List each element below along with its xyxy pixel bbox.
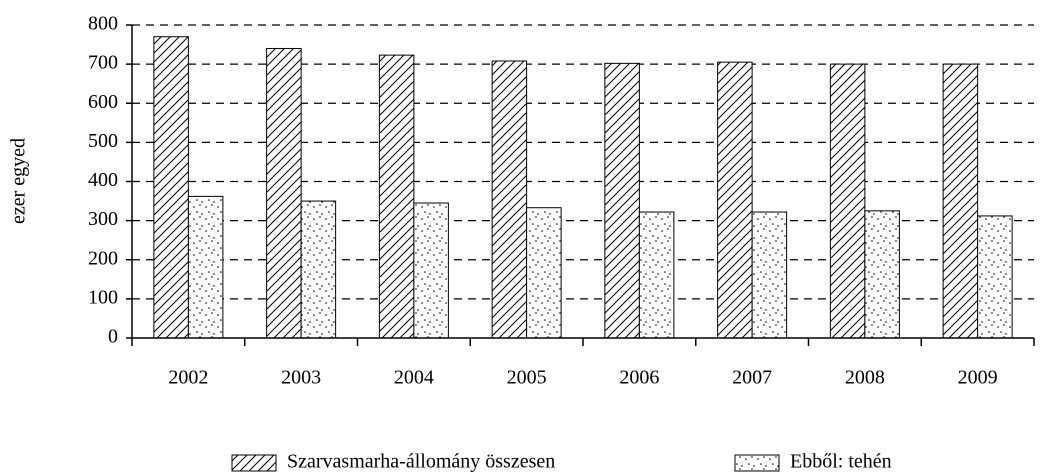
x-tick-label: 2008 xyxy=(845,367,885,389)
y-tick-label: 400 xyxy=(88,169,118,191)
legend-swatch xyxy=(231,454,277,472)
legend-label: Ebből: tehén xyxy=(790,451,892,473)
y-tick-label: 500 xyxy=(88,130,118,152)
bar xyxy=(526,207,562,339)
bar xyxy=(300,200,337,339)
legend-label: Szarvasmarha-állomány összesen xyxy=(287,451,555,473)
bar xyxy=(751,211,788,339)
x-tick-label: 2003 xyxy=(281,367,321,389)
y-tick-label: 0 xyxy=(108,326,118,348)
bar xyxy=(413,202,449,339)
y-tick-label: 300 xyxy=(88,208,118,230)
y-tick-label: 200 xyxy=(88,247,118,269)
x-tick-label: 2007 xyxy=(732,367,772,389)
x-tick-label: 2002 xyxy=(168,367,208,389)
bar xyxy=(864,210,900,339)
y-tick-label: 600 xyxy=(88,91,118,113)
y-tick-label: 700 xyxy=(88,52,118,74)
x-tick-label: 2006 xyxy=(619,367,659,389)
bar xyxy=(717,61,753,339)
bar xyxy=(491,60,528,339)
bar xyxy=(829,63,866,339)
y-tick-label: 800 xyxy=(88,13,118,35)
bar xyxy=(378,54,415,339)
bar xyxy=(977,215,1013,339)
bar xyxy=(638,211,675,339)
x-tick-label: 2005 xyxy=(507,367,547,389)
y-axis-label: ezer egyed xyxy=(8,138,30,224)
y-tick-label: 100 xyxy=(88,286,118,308)
bar xyxy=(187,195,224,339)
bar xyxy=(153,36,189,339)
bar xyxy=(942,63,979,339)
x-tick-label: 2004 xyxy=(394,367,434,389)
bar xyxy=(604,62,640,339)
legend-swatch xyxy=(734,454,780,472)
bar xyxy=(266,47,302,339)
x-tick-label: 2009 xyxy=(958,367,998,389)
